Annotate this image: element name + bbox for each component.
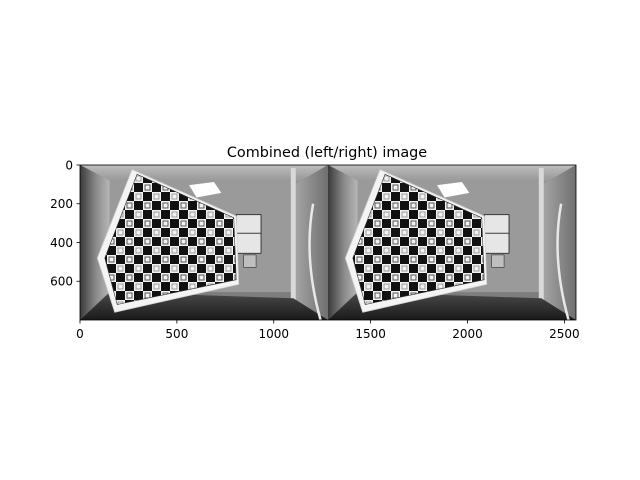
y-tick-label: 0 (65, 158, 73, 172)
chart-title: Combined (left/right) image (227, 145, 427, 161)
checkerboard-pattern (104, 173, 237, 305)
door-frame (538, 168, 544, 311)
y-tick-label: 200 (50, 197, 73, 211)
wall-box (243, 254, 257, 268)
checkerboard-pattern (352, 173, 485, 305)
image-panel-left (80, 165, 328, 320)
image-panel-right (328, 165, 576, 320)
x-tick-label: 2500 (549, 327, 580, 341)
left-wall (80, 165, 110, 320)
ceiling-light (189, 182, 222, 198)
pipe (556, 203, 570, 320)
y-tick-label: 600 (50, 275, 73, 289)
x-tick-label: 1000 (258, 327, 289, 341)
pipe (308, 203, 322, 320)
ceiling-light (437, 182, 470, 198)
left-wall (328, 165, 358, 320)
x-tick-label: 1500 (355, 327, 386, 341)
y-ticks: 0 200 400 600 (50, 158, 80, 289)
y-tick-label: 400 (50, 236, 73, 250)
wall-box (491, 254, 505, 268)
x-tick-label: 0 (76, 327, 84, 341)
image-area (80, 165, 576, 320)
window (483, 214, 510, 254)
x-tick-label: 500 (165, 327, 188, 341)
door-frame (290, 168, 296, 311)
x-ticks: 0 500 1000 1500 2000 2500 (76, 320, 580, 341)
x-tick-label: 2000 (452, 327, 483, 341)
window (235, 214, 262, 254)
